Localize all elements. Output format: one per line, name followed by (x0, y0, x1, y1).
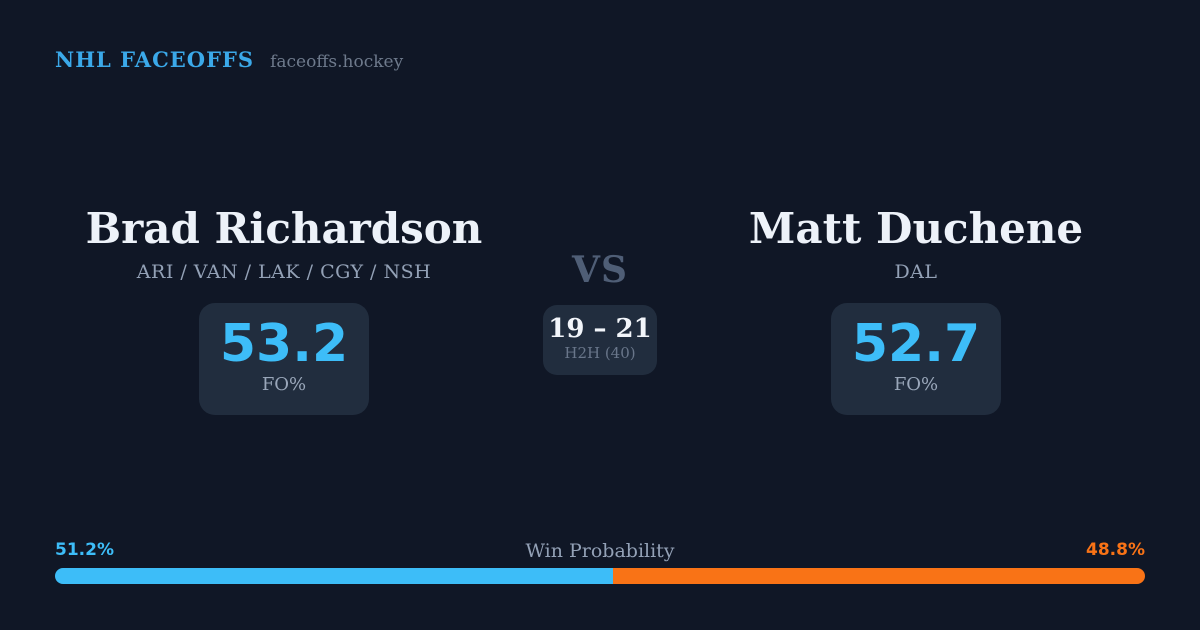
right-player-teams: DAL (894, 261, 938, 283)
brand-title: NHL FACEOFFS (55, 47, 255, 72)
right-player-name: Matt Duchene (748, 204, 1084, 253)
head-to-head-score: 19 – 21 (548, 314, 652, 344)
site-url: faceoffs.hockey (270, 52, 404, 72)
matchup-center-panel: VS 19 – 21 H2H (40) (500, 250, 700, 375)
left-win-probability-segment (55, 568, 614, 584)
left-faceoff-stat-box: 53.2 FO% (199, 303, 369, 415)
left-player-panel: Brad Richardson ARI / VAN / LAK / CGY / … (84, 207, 484, 415)
left-win-probability: 51.2% (55, 540, 114, 560)
head-to-head-label: H2H (40) (564, 344, 636, 362)
right-faceoff-percentage: 52.7 (851, 314, 981, 374)
right-faceoff-stat-box: 52.7 FO% (831, 303, 1001, 415)
right-faceoff-stat-label: FO% (893, 374, 939, 395)
left-player-name: Brad Richardson (85, 204, 483, 253)
vs-label: VS (572, 249, 628, 291)
win-probability-labels: 51.2% Win Probability 48.8% (55, 540, 1145, 562)
head-to-head-box: 19 – 21 H2H (40) (543, 305, 657, 375)
header: NHL FACEOFFS faceoffs.hockey (55, 47, 403, 72)
right-player-panel: Matt Duchene DAL 52.7 FO% (716, 207, 1116, 415)
right-win-probability-segment (613, 568, 1145, 584)
left-faceoff-stat-label: FO% (261, 374, 307, 395)
win-probability-title: Win Probability (525, 540, 675, 562)
left-faceoff-percentage: 53.2 (219, 314, 349, 374)
win-probability-bar (55, 568, 1145, 584)
right-win-probability: 48.8% (1086, 540, 1145, 560)
left-player-teams: ARI / VAN / LAK / CGY / NSH (136, 261, 432, 283)
